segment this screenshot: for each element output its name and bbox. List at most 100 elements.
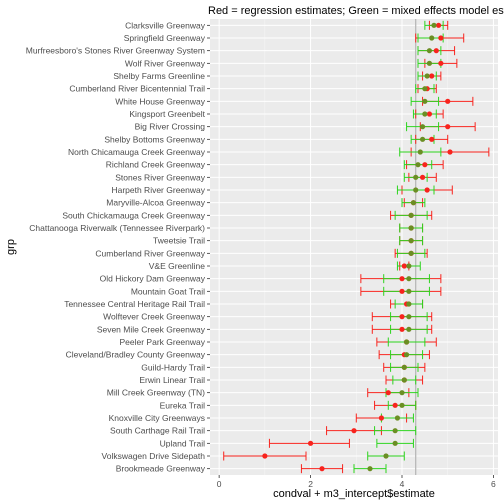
y-tick-label: Cleveland/Bradley County Greenway [66, 350, 206, 360]
y-tick-label: Eureka Trail [160, 400, 205, 410]
y-tick-label: Tweetsie Trail [153, 236, 205, 246]
y-tick-label: Wolftever Creek Greenway [103, 312, 206, 322]
y-tick-label: Peeler Park Greenway [119, 337, 205, 347]
mixed-point [367, 466, 373, 472]
y-tick-label: Springfield Greenway [124, 33, 206, 43]
mixed-point [406, 276, 412, 282]
mixed-point [431, 22, 437, 28]
mixed-point [392, 440, 398, 446]
mixed-point [429, 35, 435, 41]
y-tick-label: Old Hickory Dam Greenway [100, 274, 206, 284]
x-tick-label: 6 [491, 479, 496, 489]
y-tick-label: Mill Creek Greenway (TN) [107, 388, 205, 398]
regression-point [435, 22, 442, 28]
y-tick-label: North Chicamauga Creek Greenway [68, 147, 206, 157]
y-tick-label: Shelby Bottoms Greenway [104, 134, 205, 144]
y-tick-label: South Chickamauga Creek Greenway [62, 210, 205, 220]
mixed-point [408, 238, 414, 244]
chart-title: Red = regression estimates; Green = mixe… [208, 5, 504, 17]
regression-point [429, 73, 435, 79]
mixed-point [413, 187, 419, 193]
y-axis: Clarksville Greenway Springfield Greenway… [26, 20, 210, 474]
y-tick-label: Brookmeade Greenway [116, 464, 206, 474]
panel-background [210, 19, 498, 475]
y-tick-label: Upland Trail [160, 438, 205, 448]
regression-point [422, 162, 428, 168]
x-axis: 0 2 4 6 [217, 475, 496, 489]
y-tick-label: Richland Creek Greenway [106, 160, 206, 170]
y-axis-title: grp [5, 239, 17, 255]
y-tick-label: Harpeth River Greenway [111, 185, 205, 195]
mixed-point [413, 174, 419, 180]
x-tick-label: 0 [217, 479, 222, 489]
regression-point [385, 390, 391, 396]
regression-point [392, 402, 398, 408]
y-tick-label: White House Greenway [115, 96, 206, 106]
y-tick-label: Tennessee Central Heritage Rail Trail [64, 299, 205, 309]
mixed-point [426, 60, 433, 66]
y-tick-label: Murfreesboro's Stones River Greenway Sys… [26, 46, 205, 56]
regression-point [433, 48, 439, 54]
regression-point [401, 263, 407, 269]
mixed-point [403, 352, 410, 358]
mixed-point [415, 162, 421, 168]
mixed-point [408, 225, 414, 231]
mixed-point [399, 402, 405, 408]
mixed-point [403, 339, 410, 345]
x-tick-label: 4 [400, 479, 405, 489]
regression-point [445, 98, 451, 104]
regression-point [262, 453, 268, 459]
mixed-point [419, 136, 426, 142]
x-axis-title: condval + m3_intercept$estimate [273, 488, 435, 500]
mixed-point [417, 149, 423, 155]
regression-point [307, 440, 314, 446]
mixed-point [392, 428, 398, 434]
y-tick-label: South Carthage Rail Trail [110, 426, 205, 436]
mixed-point [424, 73, 430, 79]
y-tick-label: Wolf River Greenway [125, 58, 206, 68]
y-tick-label: Erwin Linear Trail [139, 375, 205, 385]
regression-point [399, 326, 405, 332]
y-tick-label: Big River Crossing [135, 122, 206, 132]
y-tick-label: Kingsport Greenbelt [129, 109, 205, 119]
regression-point [447, 149, 453, 155]
y-tick-label: V&E Greenline [149, 261, 205, 271]
mixed-points [367, 22, 437, 472]
y-tick-label: Chattanooga Riverwalk (Tennessee Riverpa… [29, 223, 205, 233]
mixed-point [408, 212, 414, 218]
y-tick-label: Clarksville Greenway [125, 20, 206, 30]
regression-point [399, 288, 405, 294]
y-tick-label: Mountain Goat Trail [131, 286, 205, 296]
y-tick-label: Knoxville City Greenways [109, 413, 205, 423]
regression-point [319, 466, 325, 472]
mixed-point [422, 98, 428, 104]
mixed-point [383, 453, 389, 459]
regression-point [399, 276, 405, 282]
x-tick-label: 2 [308, 479, 313, 489]
regression-point [351, 428, 357, 434]
regression-point [419, 174, 426, 180]
mixed-point [401, 377, 407, 383]
y-tick-label: Shelby Farms Greenline [113, 71, 205, 81]
regression-point [438, 60, 444, 66]
y-tick-label: Stones River Greenway [115, 172, 206, 182]
regression-point [424, 187, 430, 193]
mixed-point [408, 250, 414, 256]
regression-point [399, 314, 405, 320]
mixed-point [394, 415, 401, 421]
mixed-point [406, 301, 412, 307]
y-tick-label: Guild-Hardy Trail [141, 362, 205, 372]
regression-point [445, 124, 451, 130]
mixed-point [406, 288, 412, 294]
regression-point [426, 111, 433, 117]
regression-point [378, 415, 385, 421]
mixed-point [399, 390, 405, 396]
y-tick-label: Cumberland River Bicentennial Trail [69, 84, 205, 94]
regression-point [438, 35, 444, 41]
mixed-point [422, 86, 428, 92]
mixed-point [419, 124, 426, 130]
mixed-point [401, 364, 407, 370]
mixed-point [406, 314, 412, 320]
regression-point [429, 136, 435, 142]
